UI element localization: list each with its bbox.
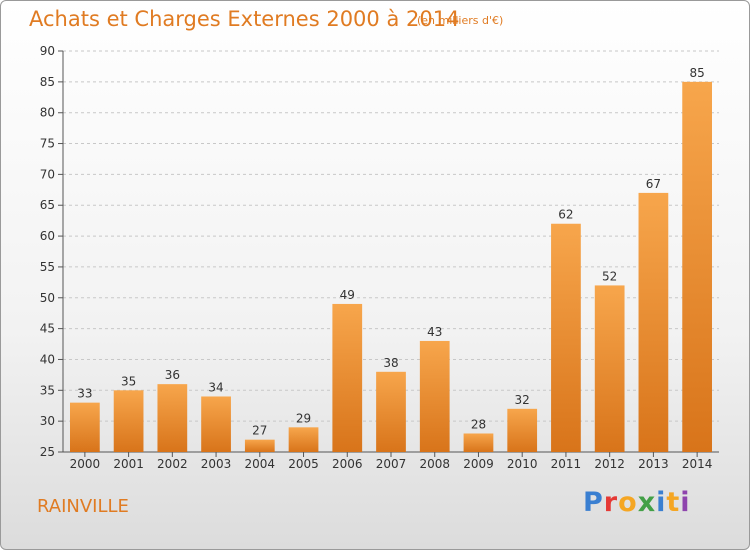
bar-2007 <box>376 371 406 452</box>
data-label: 67 <box>646 177 661 191</box>
axes: 25 30 35 40 45 50 55 60 65 70 75 80 85 90 2000 2001 2002… <box>40 44 719 471</box>
bar-2011 <box>551 223 581 452</box>
y-tick-label: 85 <box>40 75 55 89</box>
bar-2012 <box>594 285 625 452</box>
chart-title: Achats et Charges Externes 2000 à 2014 <box>29 7 460 31</box>
data-label: 32 <box>515 393 530 407</box>
y-tick-label: 70 <box>40 167 55 181</box>
y-tick-label: 90 <box>40 44 55 58</box>
y-tick-label: 30 <box>40 414 55 428</box>
data-label: 27 <box>252 424 267 438</box>
data-label: 38 <box>383 356 398 370</box>
bar-2010 <box>507 408 538 452</box>
brand-letter: o <box>618 487 638 518</box>
brand-letter: i <box>680 487 691 518</box>
x-tick-label: 2014 <box>682 457 713 471</box>
commune-name: RAINVILLE <box>37 496 129 517</box>
bar-2001 <box>113 390 144 452</box>
data-label: 34 <box>208 380 223 394</box>
brand-letter: x <box>637 487 657 518</box>
y-tick-label: 65 <box>40 198 55 212</box>
x-tick-label: 2011 <box>551 457 582 471</box>
x-tick-label: 2012 <box>594 457 625 471</box>
brand-letter: t <box>666 487 681 518</box>
y-tick-label: 45 <box>40 322 55 336</box>
bar-2014 <box>682 81 713 452</box>
bar-2002 <box>157 384 188 452</box>
bar-2013 <box>638 192 669 452</box>
data-label: 29 <box>296 411 311 425</box>
bar-2004 <box>244 439 275 452</box>
data-label: 85 <box>689 66 704 80</box>
data-label: 33 <box>77 387 92 401</box>
data-label: 49 <box>340 288 355 302</box>
x-tick-label: 2006 <box>332 457 363 471</box>
bar-2000 <box>69 402 100 452</box>
y-tick-label: 75 <box>40 137 55 151</box>
bars <box>69 81 713 452</box>
y-tick-label: 80 <box>40 106 55 120</box>
y-tick-label: 40 <box>40 352 55 366</box>
data-label: 36 <box>165 368 180 382</box>
data-label: 43 <box>427 325 442 339</box>
brand-letter: r <box>603 487 619 518</box>
x-tick-label: 2007 <box>376 457 407 471</box>
x-tick-label: 2002 <box>157 457 188 471</box>
bar-2005 <box>288 427 319 452</box>
y-tick-label: 25 <box>40 445 55 459</box>
x-tick-label: 2013 <box>638 457 669 471</box>
bar-2006 <box>332 303 363 452</box>
y-tick-label: 50 <box>40 291 55 305</box>
chart-unit-label: (en milliers d'€) <box>417 14 504 27</box>
bar-2003 <box>201 396 231 452</box>
data-label: 35 <box>121 374 136 388</box>
proxiti-logo[interactable]: Proxiti <box>583 487 691 518</box>
data-label: 52 <box>602 269 617 283</box>
labels: 33 35 36 34 27 29 49 38 43 28 32 62 52 67 85 <box>77 66 705 438</box>
x-tick-label: 2001 <box>113 457 144 471</box>
y-tick-label: 55 <box>40 260 55 274</box>
data-label: 62 <box>558 208 573 222</box>
y-tick-label: 35 <box>40 383 55 397</box>
data-label: 28 <box>471 417 486 431</box>
x-tick-label: 2005 <box>288 457 319 471</box>
x-tick-label: 2009 <box>463 457 494 471</box>
brand-letter: i <box>656 487 667 518</box>
x-tick-label: 2003 <box>201 457 232 471</box>
x-tick-label: 2010 <box>507 457 538 471</box>
bar-2009 <box>463 433 494 452</box>
brand-letter: P <box>583 487 604 518</box>
y-tick-label: 60 <box>40 229 55 243</box>
x-tick-label: 2008 <box>419 457 450 471</box>
x-tick-label: 2004 <box>245 457 276 471</box>
bar-2008 <box>419 340 450 452</box>
x-tick-label: 2000 <box>70 457 101 471</box>
